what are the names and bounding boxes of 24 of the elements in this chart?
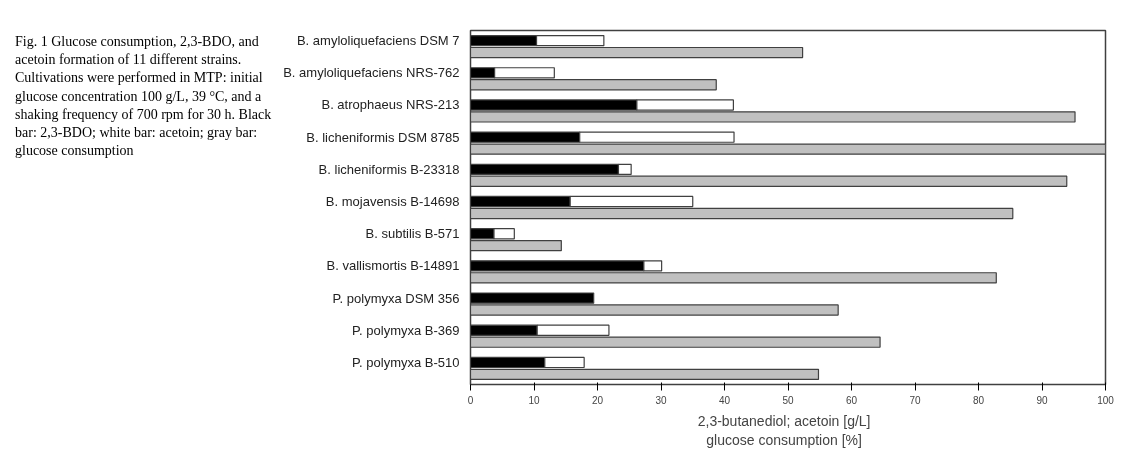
x-tick-label: 90: [1036, 394, 1048, 406]
x-tick-label: 0: [467, 394, 474, 406]
y-tick-label: P. polymyxa DSM 356: [332, 290, 460, 306]
y-tick-label: B. amyloliquefaciens NRS-762: [283, 65, 460, 81]
y-tick-label: B. vallismortis B-14891: [326, 258, 460, 274]
x-tick-label: 60: [845, 394, 858, 406]
y-tick-label: B. subtilis B-571: [365, 226, 460, 242]
y-tick-label: B. mojavensis B-14698: [325, 194, 460, 210]
x-axis-title: 2,3-butanediol; acetoin [g/L] glucose consumption [%]: [697, 412, 871, 448]
x-tick-label: 70: [909, 394, 921, 406]
x-tick-label: 50: [782, 394, 794, 406]
y-tick-label: P. polymyxa B-510: [352, 354, 460, 370]
y-tick-label: B. licheniformis DSM 8785: [306, 129, 460, 145]
y-tick-label: B. amyloliquefaciens DSM 7: [296, 33, 460, 49]
y-tick-label: B. licheniformis B-23318: [318, 161, 460, 177]
x-tick-label: 30: [655, 394, 667, 406]
y-tick-label: P. polymyxa B-369: [352, 322, 460, 338]
caption: Fig. 1 Glucose consumption, 2,3-BDO, and acetoin formation of 11 different strains. Cultivations were performed in MTP: initial glucose concentration 100 g/L, 39 °C, and a shaking frequency of 700 rpm for 30 h. Black bar: 2,3-BDO; white bar: acetoin; gray bar: glucose consumption: [15, 33, 273, 161]
x-tick-label: 100: [1097, 394, 1115, 406]
x-tick-label: 10: [528, 394, 540, 406]
x-tick-label: 80: [972, 394, 985, 406]
x-tick-label: 20: [591, 394, 604, 406]
y-tick-label: B. atrophaeus NRS-213: [321, 97, 460, 113]
x-tick-label: 40: [718, 394, 731, 406]
